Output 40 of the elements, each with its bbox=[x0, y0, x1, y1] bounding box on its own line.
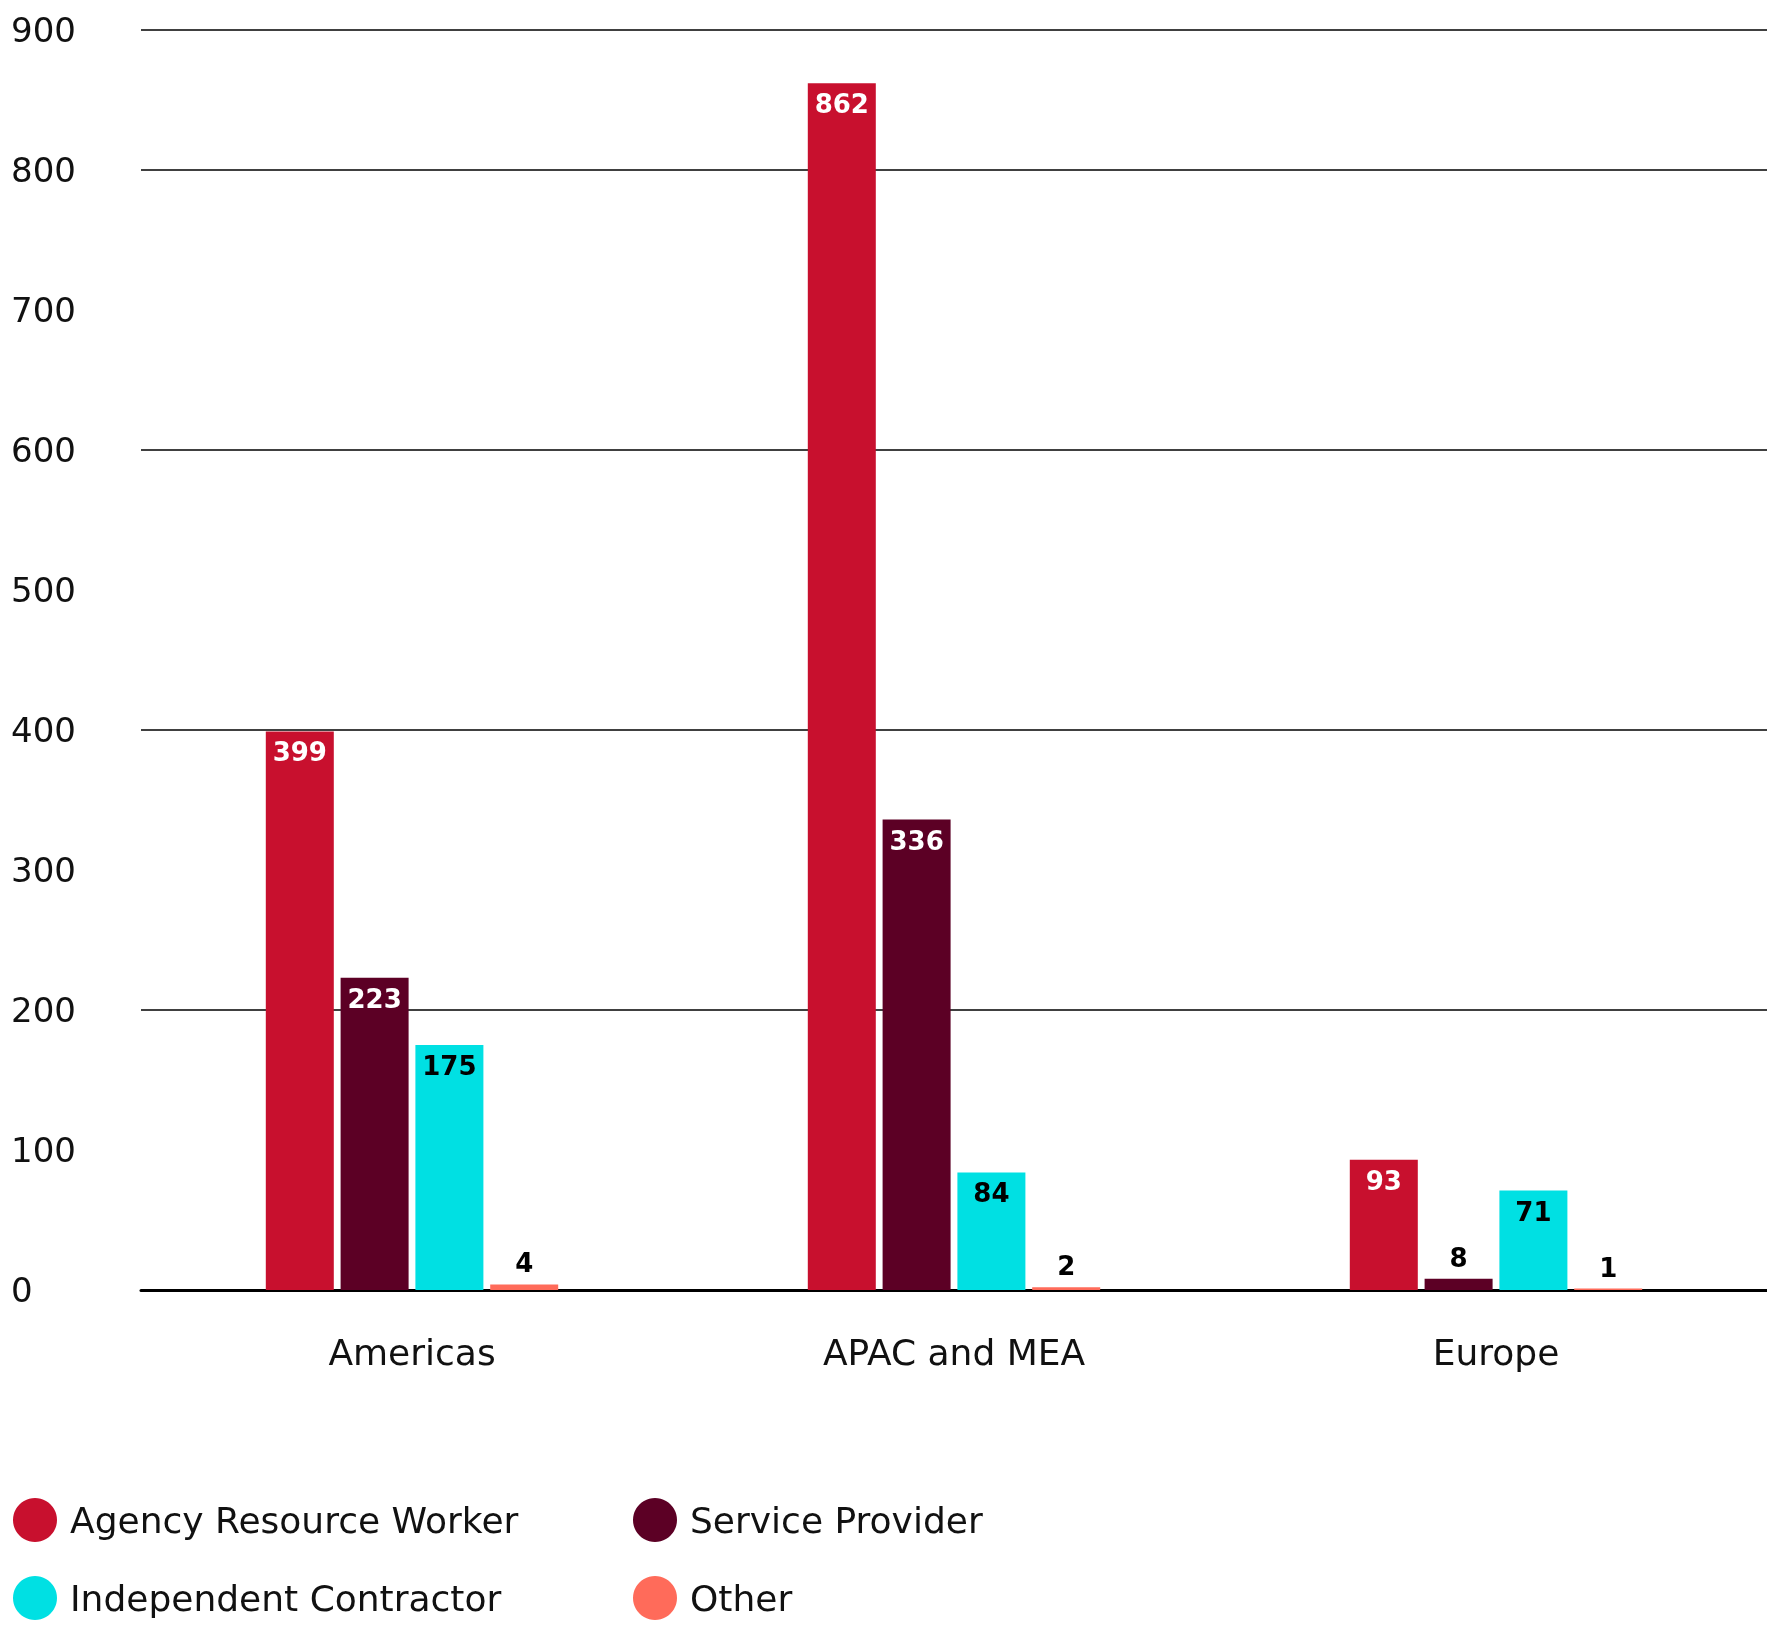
data-label: 223 bbox=[347, 983, 402, 1014]
legend-label: Service Provider bbox=[690, 1499, 983, 1541]
data-label: 399 bbox=[272, 737, 327, 768]
data-label: 93 bbox=[1365, 1165, 1402, 1196]
legend-label: Agency Resource Worker bbox=[70, 1499, 519, 1541]
bar bbox=[490, 1284, 559, 1290]
data-label: 336 bbox=[889, 825, 944, 856]
x-tick-label: Europe bbox=[1432, 1331, 1560, 1373]
bar bbox=[1032, 1287, 1101, 1290]
y-tick-label: 400 bbox=[11, 710, 76, 750]
bar bbox=[1424, 1278, 1493, 1290]
data-label: 4 bbox=[515, 1248, 534, 1279]
y-tick-label: 900 bbox=[11, 10, 76, 50]
data-label: 862 bbox=[814, 89, 869, 120]
x-tick-label: Americas bbox=[328, 1331, 496, 1373]
x-tick-label: APAC and MEA bbox=[822, 1331, 1086, 1373]
y-tick-label: 300 bbox=[11, 850, 76, 890]
y-tick-label: 600 bbox=[11, 430, 76, 470]
bar bbox=[340, 977, 409, 1290]
y-tick-label: 100 bbox=[11, 1130, 76, 1170]
bar bbox=[807, 83, 876, 1290]
bar bbox=[1349, 1159, 1418, 1290]
data-label: 2 bbox=[1057, 1251, 1076, 1282]
y-tick-label: 200 bbox=[11, 990, 76, 1030]
y-tick-label: 500 bbox=[11, 570, 76, 610]
y-tick-label: 800 bbox=[11, 150, 76, 190]
bar bbox=[265, 731, 334, 1290]
bar bbox=[957, 1172, 1026, 1290]
data-label: 1 bbox=[1599, 1252, 1618, 1283]
bar bbox=[415, 1045, 484, 1290]
data-label: 8 bbox=[1449, 1242, 1468, 1273]
legend-label: Independent Contractor bbox=[70, 1577, 502, 1619]
legend-label: Other bbox=[690, 1577, 793, 1619]
data-label: 71 bbox=[1515, 1196, 1552, 1227]
bar bbox=[882, 819, 951, 1290]
y-tick-label: 700 bbox=[11, 290, 76, 330]
bar bbox=[1499, 1190, 1568, 1290]
y-tick-label: 0 bbox=[11, 1270, 33, 1310]
data-label: 84 bbox=[973, 1178, 1010, 1209]
data-label: 175 bbox=[422, 1051, 477, 1081]
